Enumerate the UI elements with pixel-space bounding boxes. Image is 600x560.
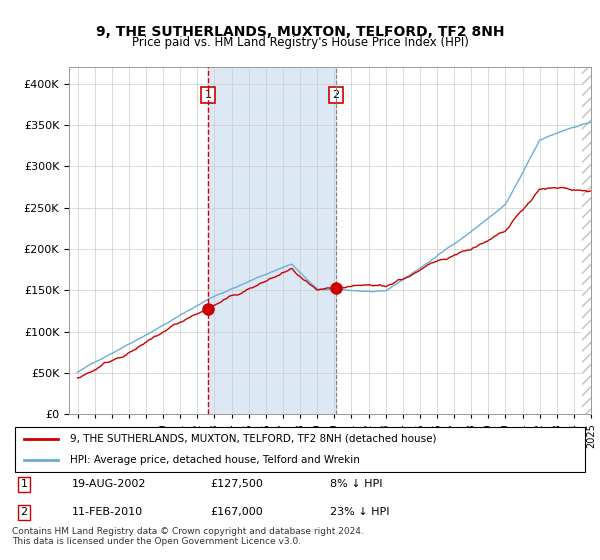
Text: 19-AUG-2002: 19-AUG-2002: [72, 479, 146, 489]
Text: 9, THE SUTHERLANDS, MUXTON, TELFORD, TF2 8NH (detached house): 9, THE SUTHERLANDS, MUXTON, TELFORD, TF2…: [70, 434, 436, 444]
Text: Contains HM Land Registry data © Crown copyright and database right 2024.
This d: Contains HM Land Registry data © Crown c…: [12, 526, 364, 546]
Text: £167,000: £167,000: [210, 507, 263, 517]
Text: 1: 1: [205, 90, 212, 100]
Text: 23% ↓ HPI: 23% ↓ HPI: [330, 507, 389, 517]
Text: 2: 2: [20, 507, 28, 517]
Text: Price paid vs. HM Land Registry's House Price Index (HPI): Price paid vs. HM Land Registry's House …: [131, 36, 469, 49]
Text: 8% ↓ HPI: 8% ↓ HPI: [330, 479, 383, 489]
Text: 9, THE SUTHERLANDS, MUXTON, TELFORD, TF2 8NH: 9, THE SUTHERLANDS, MUXTON, TELFORD, TF2…: [96, 25, 504, 39]
Bar: [583, 67, 591, 414]
FancyBboxPatch shape: [15, 427, 585, 472]
Bar: [208, 67, 336, 414]
Bar: [583, 67, 591, 414]
Text: £127,500: £127,500: [210, 479, 263, 489]
Text: 11-FEB-2010: 11-FEB-2010: [72, 507, 143, 517]
Text: 2: 2: [332, 90, 340, 100]
Text: HPI: Average price, detached house, Telford and Wrekin: HPI: Average price, detached house, Telf…: [70, 455, 359, 465]
Text: 1: 1: [20, 479, 28, 489]
